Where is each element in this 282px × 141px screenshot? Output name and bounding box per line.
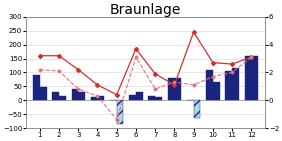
Bar — [244, 56, 251, 100]
Bar — [91, 97, 98, 100]
Bar — [206, 70, 213, 100]
Bar — [148, 96, 155, 100]
Bar — [40, 87, 47, 100]
Bar — [33, 75, 40, 100]
Bar — [232, 68, 239, 100]
Bar — [72, 89, 78, 100]
Bar — [155, 97, 162, 100]
Bar — [98, 96, 104, 100]
Bar — [78, 92, 85, 100]
Bar — [168, 78, 174, 100]
Title: Braunlage: Braunlage — [110, 3, 181, 17]
Bar — [129, 95, 136, 100]
Bar — [194, 100, 201, 118]
Bar — [136, 92, 143, 100]
Bar — [225, 71, 232, 100]
Bar — [52, 92, 59, 100]
Bar — [117, 100, 124, 124]
Bar — [59, 96, 66, 100]
Bar — [213, 82, 220, 100]
Bar — [174, 78, 181, 100]
Bar — [251, 56, 258, 100]
